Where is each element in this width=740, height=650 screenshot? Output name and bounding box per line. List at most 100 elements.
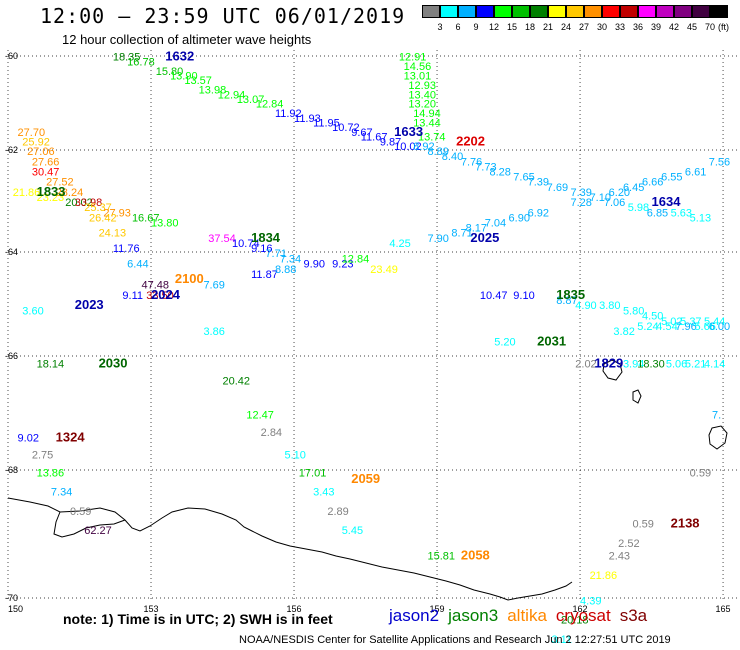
wave-height-value: 5.37 xyxy=(680,316,701,328)
wave-height-value: 25.37 xyxy=(84,202,112,214)
credit-line: NOAA/NESDIS Center for Satellite Applica… xyxy=(239,634,671,646)
pass-time-label: 2025 xyxy=(470,230,499,245)
wave-height-value: 10.02 xyxy=(394,141,422,153)
wave-height-value: 23.23 xyxy=(37,192,65,204)
wave-height-value: 24.13 xyxy=(99,228,127,240)
wave-height-value: 14.56 xyxy=(404,61,432,73)
wave-height-value: 3.11 xyxy=(551,634,572,646)
wave-height-value: 10.47 xyxy=(480,290,508,302)
color-scale-swatch xyxy=(638,5,656,18)
wave-height-value: 8.71 xyxy=(451,228,472,240)
wave-height-value: 7.90 xyxy=(427,233,448,245)
wave-height-value: 5.06 xyxy=(666,358,687,370)
pass-time-label: 2202 xyxy=(456,133,485,148)
wave-height-value: 28.24 xyxy=(56,187,84,199)
wave-height-value: 13.86 xyxy=(37,467,65,479)
pass-time-label: 1632 xyxy=(165,49,194,64)
legend-entry-jason3: jason3 xyxy=(448,606,499,625)
observation-labels: 18.3516.7815.8013.9013.5713.9812.9413.07… xyxy=(13,52,730,650)
wave-height-value: 5.98 xyxy=(628,202,649,214)
wave-height-value: 7.06 xyxy=(604,197,625,209)
wave-height-value: 9.90 xyxy=(304,259,325,271)
color-scale-swatch xyxy=(476,5,494,18)
wave-height-value: 14.94 xyxy=(413,108,441,120)
wave-height-value: 20.02 xyxy=(65,197,93,209)
wave-height-value: 2.75 xyxy=(32,450,53,462)
wave-height-value: 5.63 xyxy=(671,207,692,219)
color-scale-tick: 33 xyxy=(614,22,625,32)
wave-height-value: 30.47 xyxy=(32,167,60,179)
pass-time-label: 1633 xyxy=(394,124,423,139)
pass-time-label: 2138 xyxy=(671,516,700,531)
color-scale-tick: 18 xyxy=(524,22,535,32)
pass-time-label: 2058 xyxy=(461,548,490,563)
wave-height-value: 7.73 xyxy=(475,161,496,173)
satellite-legend: jason2 jason3 altika cryosat s3a xyxy=(389,606,656,626)
wave-height-value: 6.90 xyxy=(509,212,530,224)
pass-time-label: 2059 xyxy=(351,471,380,486)
wave-height-value: 9.23 xyxy=(332,259,353,271)
latitude-label: -60 xyxy=(5,51,18,61)
legend-entry-altika: altika xyxy=(507,606,547,625)
legend-entry-cryosat: cryosat xyxy=(555,606,611,625)
wave-height-value: 8.92 xyxy=(413,141,434,153)
wave-height-value: 8.87 xyxy=(556,295,577,307)
wave-height-value: 33.50 xyxy=(146,290,174,302)
wave-height-value: 2.89 xyxy=(327,506,348,518)
wave-height-value: 18.30 xyxy=(637,358,665,370)
wave-height-value: 21.86 xyxy=(13,187,41,199)
coastline-inlet xyxy=(53,511,126,538)
pass-time-label: 1833 xyxy=(37,184,66,199)
wave-height-value: 5.44 xyxy=(704,316,725,328)
color-scale-tick: 70 xyxy=(704,22,715,32)
wave-height-value: 7.69 xyxy=(203,279,224,291)
longitude-label: 165 xyxy=(716,604,731,614)
wave-height-value: 5.80 xyxy=(623,305,644,317)
wave-height-value: 11.76 xyxy=(113,243,140,255)
color-scale-tick: 39 xyxy=(650,22,661,32)
wave-height-value: 6.20 xyxy=(609,187,630,199)
wave-height-value: 6.45 xyxy=(623,182,644,194)
wave-height-value: 7.39 xyxy=(571,187,592,199)
wave-height-value: 6.00 xyxy=(709,321,730,333)
wave-height-value: 21.86 xyxy=(590,570,618,582)
color-scale-swatch xyxy=(530,5,548,18)
longitude-label: 153 xyxy=(143,604,158,614)
wave-height-value: 27.06 xyxy=(27,146,55,158)
color-scale-swatch xyxy=(692,5,710,18)
color-scale-swatch xyxy=(674,5,692,18)
wave-height-value: 6.44 xyxy=(127,259,148,271)
latitude-label: -70 xyxy=(5,593,18,603)
wave-height-value: 8.40 xyxy=(442,151,463,163)
wave-height-value: 23.49 xyxy=(370,264,398,276)
wave-height-value: 9.02 xyxy=(18,433,39,445)
color-scale-tick: 12 xyxy=(488,22,499,32)
wave-height-value: 4.39 xyxy=(580,595,601,607)
wave-height-value: 9.10 xyxy=(513,290,534,302)
wave-height-value: 7.04 xyxy=(485,218,506,230)
legend-entry-s3a: s3a xyxy=(619,606,648,625)
color-scale-tick: 45 xyxy=(686,22,697,32)
wave-height-value: 5.20 xyxy=(494,337,515,349)
color-scale-swatch xyxy=(494,5,512,18)
wave-height-value: 7.34 xyxy=(51,487,72,499)
color-scale-tick: 9 xyxy=(473,22,479,32)
latitude-label: -68 xyxy=(5,465,18,475)
wave-height-value: 27.52 xyxy=(46,177,74,189)
wave-height-value: 10.72 xyxy=(332,122,360,134)
color-scale-tick: 36 xyxy=(632,22,643,32)
wave-height-value: 13.90 xyxy=(170,71,198,83)
color-scale-unit: (ft) xyxy=(718,22,729,32)
wave-height-value: 11.95 xyxy=(313,118,340,130)
wave-height-value: 20.18 xyxy=(561,615,589,627)
color-scale-swatch xyxy=(584,5,602,18)
wave-height-value: 3.80 xyxy=(599,300,620,312)
wave-height-value: 6.61 xyxy=(685,167,706,179)
wave-height-value: 8.28 xyxy=(489,167,510,179)
wave-height-value: 7.76 xyxy=(461,156,482,168)
wave-height-value: 13.98 xyxy=(199,85,227,97)
wave-height-value: 0.59 xyxy=(70,506,91,518)
pass-time-label: 2031 xyxy=(537,334,566,349)
pass-time-label: 1634 xyxy=(652,194,682,209)
wave-height-value: 18.35 xyxy=(113,52,141,64)
